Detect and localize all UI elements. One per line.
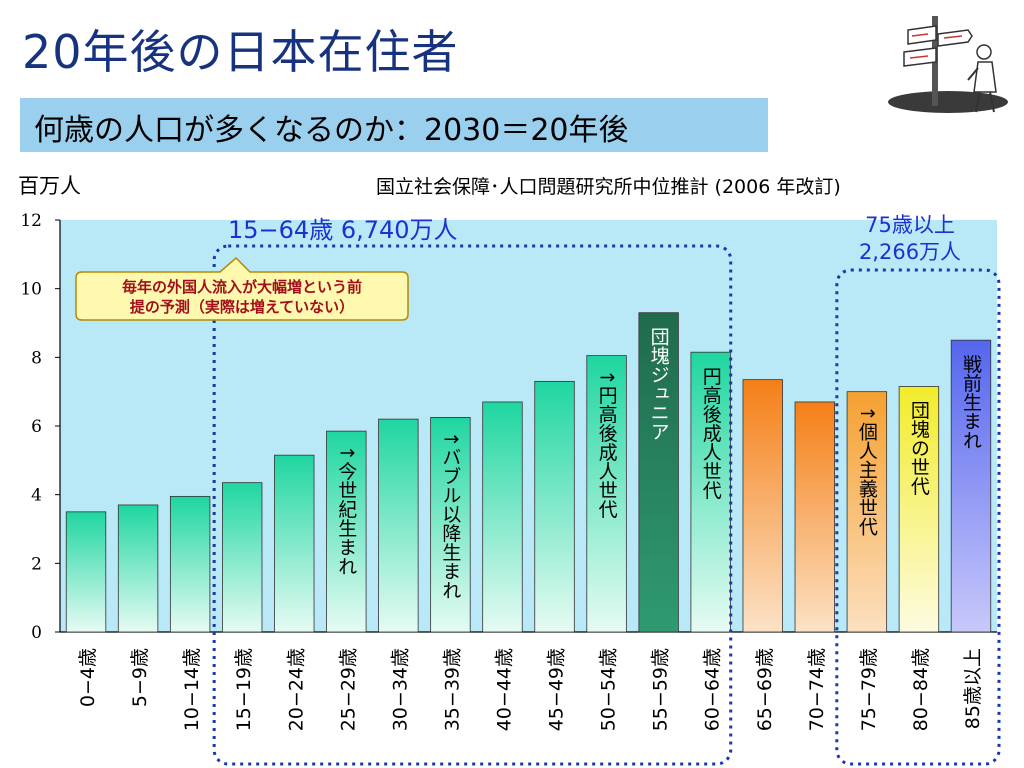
bar-65−69歳 bbox=[742, 379, 783, 633]
bar-25−29歳 bbox=[326, 430, 367, 633]
bar-annotation: 団塊ジュニア bbox=[648, 327, 670, 441]
y-unit-label: 百万人 bbox=[18, 174, 81, 198]
bar-85歳以上 bbox=[950, 339, 992, 633]
x-tick-label: 25−29歳 bbox=[337, 648, 359, 731]
x-tick-label: 10−14歳 bbox=[181, 648, 203, 731]
y-tick-label: 8 bbox=[31, 348, 42, 368]
bar-15−19歳 bbox=[222, 482, 263, 633]
bar-annotation: 円高後成人世代 bbox=[700, 366, 722, 499]
bar-60−64歳 bbox=[690, 351, 731, 633]
x-tick-label: 45−49歳 bbox=[546, 648, 568, 731]
subtitle-banner: 何歳の人口が多くなるのか：2030＝20年後 bbox=[20, 98, 768, 152]
y-tick-label: 12 bbox=[20, 211, 42, 231]
y-tick-label: 4 bbox=[31, 486, 42, 506]
bar-75−79歳 bbox=[846, 391, 888, 633]
bar-annotation: ↑個人主義世代 bbox=[856, 406, 878, 536]
callout-line2: 提の予測（実際は増えていない） bbox=[130, 298, 354, 316]
bar-55−59歳 bbox=[638, 312, 679, 633]
x-tick-label: 70−74歳 bbox=[806, 648, 828, 731]
subtitle-text: 何歳の人口が多くなるのか：2030＝20年後 bbox=[34, 113, 629, 148]
bar-annotation: 団塊の世代 bbox=[908, 401, 930, 496]
bar-70−74歳 bbox=[794, 401, 835, 633]
x-tick-label: 0−4歳 bbox=[77, 648, 99, 707]
x-tick-label: 55−59歳 bbox=[650, 648, 672, 731]
bar-annotation: 戦前生まれ bbox=[960, 354, 982, 449]
elderly-group-outline bbox=[835, 268, 1001, 766]
x-tick-label: 65−69歳 bbox=[754, 648, 776, 731]
working-age-group-outline bbox=[212, 244, 733, 766]
x-tick-label: 80−84歳 bbox=[910, 648, 932, 731]
x-tick-label: 30−34歳 bbox=[389, 648, 411, 731]
elderly-annotation-line2: 2,266万人 bbox=[859, 240, 961, 264]
bar-annotation: ↑今世紀生まれ bbox=[335, 445, 357, 575]
bar-0−4歳 bbox=[65, 511, 107, 633]
callout-box bbox=[75, 256, 409, 321]
callout-line1: 毎年の外国人流入が大幅増という前 bbox=[122, 278, 362, 296]
bar-30−34歳 bbox=[378, 418, 419, 633]
elderly-annotation-line1: 75歳以上 bbox=[865, 213, 955, 237]
x-tick-label: 75−79歳 bbox=[858, 648, 880, 731]
source-note: 国立社会保障･人口問題研究所中位推計 (2006 年改訂) bbox=[376, 176, 841, 198]
x-tick-label: 5−9歳 bbox=[129, 648, 151, 707]
x-tick-label: 15−19歳 bbox=[233, 648, 255, 731]
x-tick-label: 20−24歳 bbox=[285, 648, 307, 731]
bar-80−84歳 bbox=[898, 386, 940, 633]
x-tick-label: 40−44歳 bbox=[493, 648, 515, 731]
bar-45−49歳 bbox=[534, 380, 575, 633]
bar-10−14歳 bbox=[169, 495, 211, 633]
signpost-person-clipart-icon bbox=[888, 8, 1012, 128]
y-tick-label: 2 bbox=[31, 554, 42, 574]
bar-40−44歳 bbox=[482, 401, 523, 633]
y-tick-label: 0 bbox=[31, 623, 42, 643]
bar-annotation: ↑円高後成人世代 bbox=[596, 370, 618, 519]
y-tick-label: 10 bbox=[20, 280, 42, 300]
x-tick-label: 85歳以上 bbox=[962, 648, 984, 729]
bar-50−54歳 bbox=[586, 355, 627, 633]
page-title: 20年後の日本在住者 bbox=[22, 25, 459, 79]
bar-5−9歳 bbox=[117, 504, 159, 633]
x-tick-label: 35−39歳 bbox=[441, 648, 463, 731]
x-tick-label: 50−54歳 bbox=[598, 648, 620, 731]
x-tick-label: 60−64歳 bbox=[702, 648, 724, 731]
bar-20−24歳 bbox=[274, 454, 315, 633]
y-tick-label: 6 bbox=[31, 417, 42, 437]
bar-35−39歳 bbox=[430, 417, 471, 633]
bar-annotation: ↑バブル以降生まれ bbox=[439, 431, 461, 599]
working-age-annotation: 15−64歳 6,740万人 bbox=[228, 216, 458, 244]
